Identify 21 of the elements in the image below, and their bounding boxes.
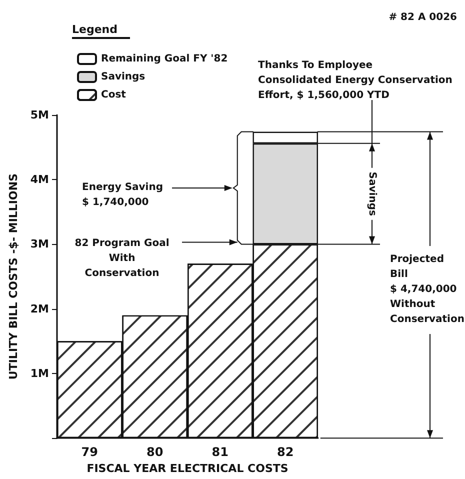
legend-label: Savings: [101, 72, 146, 82]
x-tick-label: 79: [81, 445, 98, 460]
text: # 82 A 0026: [388, 12, 458, 23]
legend-label: Cost: [101, 90, 126, 100]
x-tick-label: 82: [277, 445, 294, 460]
text: Thanks To Employee Consolidated Energy Conservation Effort, $ 1,560,000 YTD: [258, 60, 452, 101]
annotation: Energy Saving $ 1,740,000: [82, 182, 163, 208]
text: Projected Bill $ 4,740,000 Without Conservation: [390, 254, 464, 325]
x-tick-label: 80: [146, 445, 164, 460]
text: Savings: [366, 172, 378, 216]
y-tick-label: 4M: [30, 173, 49, 186]
y-tick-label: 5M: [30, 108, 49, 122]
x-axis-title: FISCAL YEAR ELECTRICAL COSTS: [86, 462, 288, 475]
y-tick-label: 3M: [30, 238, 49, 251]
y-axis-title: UTILITY BILL COSTS -$- MILLIONS: [7, 173, 20, 380]
x-tick-label: 81: [212, 445, 228, 460]
y-tick-label: 2M: [30, 302, 49, 316]
legend-label: Remaining Goal FY '82: [101, 54, 228, 64]
y-tick-label: 1M: [30, 366, 49, 380]
annotation: 82 Program Goal With Conservation: [74, 238, 170, 280]
legend-title: Legend: [72, 23, 118, 36]
